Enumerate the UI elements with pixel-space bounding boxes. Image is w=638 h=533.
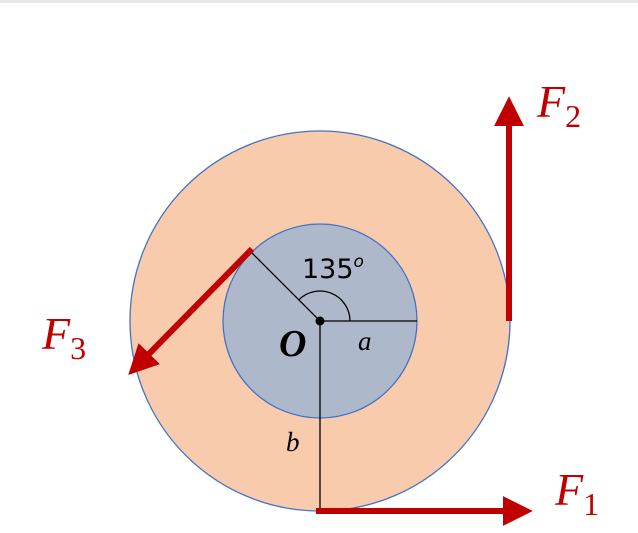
force-label-f2: F2 [536, 76, 581, 134]
angle-label: 135o [302, 252, 364, 285]
force-label-f1: F1 [554, 464, 599, 522]
radius-label-a: a [358, 326, 372, 356]
origin-point [315, 316, 325, 326]
force-label-f3: F3 [41, 308, 86, 366]
origin-label: O [279, 323, 306, 365]
radius-label-b: b [286, 427, 300, 457]
force-arrow-f3 [128, 246, 255, 375]
radius-line-135 [249, 250, 321, 322]
angle-arc [298, 290, 351, 322]
top-border [0, 0, 638, 3]
